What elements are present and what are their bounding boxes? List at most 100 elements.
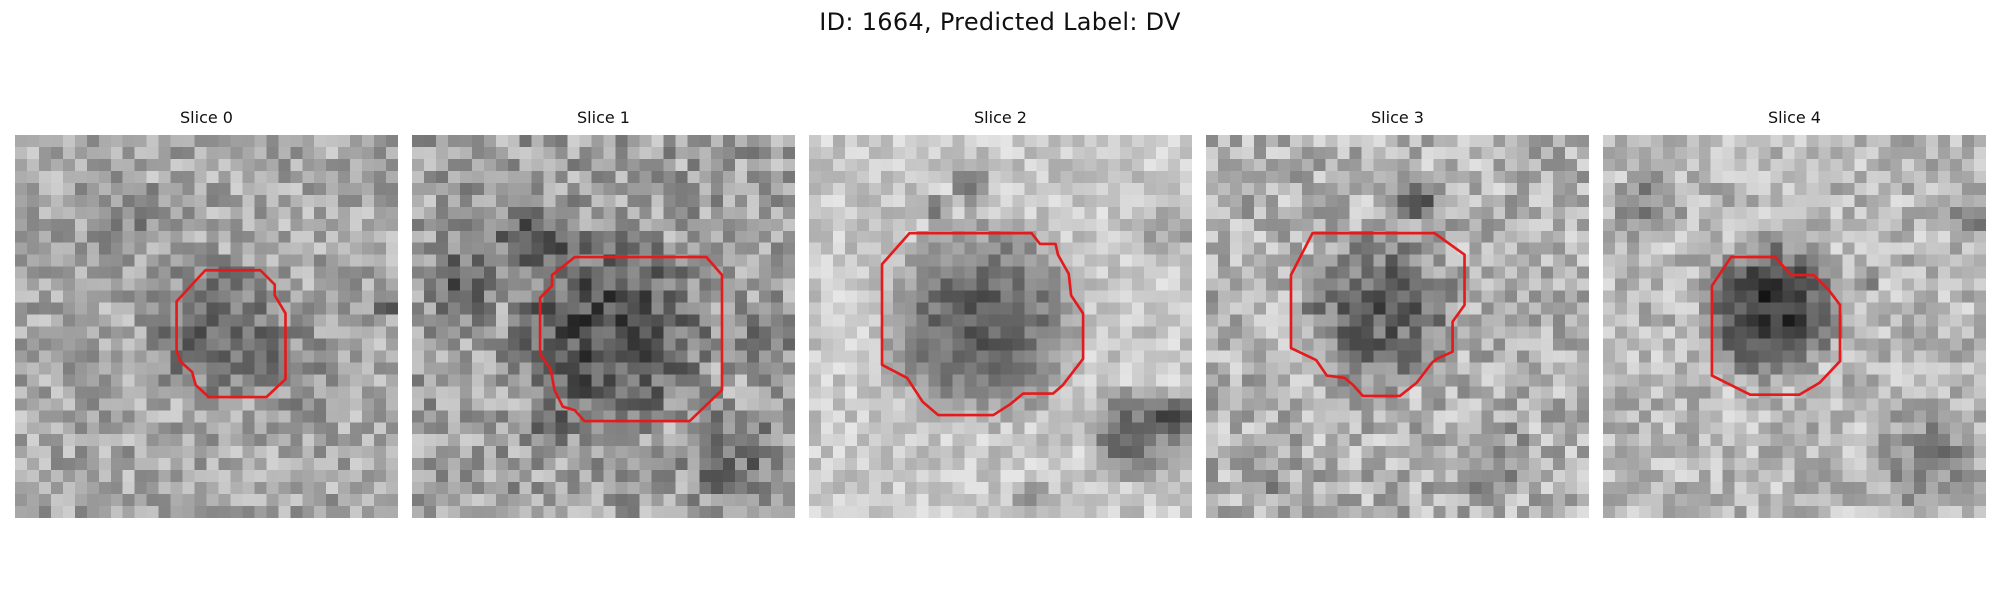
pixel [26, 218, 40, 231]
pixel [809, 254, 822, 267]
pixel [74, 302, 88, 315]
pixel [1710, 326, 1723, 339]
pixel [723, 158, 736, 172]
pixel [1457, 422, 1470, 435]
pixel [916, 338, 929, 351]
pixel [146, 482, 159, 495]
pixel [1686, 434, 1699, 447]
pixel [122, 494, 135, 507]
pixel [880, 422, 894, 435]
pixel [1108, 446, 1121, 459]
pixel [314, 374, 327, 387]
pixel [940, 135, 953, 148]
pixel [1710, 422, 1723, 435]
pixel [1842, 362, 1855, 375]
pixel [1902, 135, 1915, 148]
pixel [868, 386, 882, 399]
pixel [350, 230, 363, 243]
pixel [98, 410, 111, 423]
pixel [1409, 410, 1422, 423]
pixel [1950, 158, 1963, 172]
pixel [1914, 290, 1927, 303]
pixel [543, 158, 556, 172]
pixel [687, 470, 700, 483]
pixel [1012, 302, 1025, 315]
pixel [809, 206, 822, 220]
pixel [158, 326, 171, 339]
pixel [1108, 326, 1121, 339]
pixel [1241, 446, 1255, 459]
pixel [122, 470, 135, 483]
pixel [723, 266, 736, 279]
pixel [1650, 458, 1664, 471]
pixel [302, 158, 315, 172]
pixel [1902, 170, 1915, 184]
pixel [350, 374, 363, 387]
pixel [1325, 446, 1338, 459]
pixel [735, 278, 748, 291]
pixel [326, 290, 339, 303]
pixel [386, 206, 398, 220]
pixel [1866, 326, 1879, 339]
pixel [182, 422, 195, 435]
slice-image-2 [809, 135, 1192, 518]
pixel [1349, 458, 1362, 471]
pixel [1662, 194, 1676, 208]
pixel [1890, 374, 1903, 387]
pixel [1024, 170, 1037, 184]
pixel [266, 135, 279, 148]
pixel [1662, 266, 1676, 279]
pixel [964, 362, 977, 375]
pixel [1662, 386, 1676, 399]
pixel [856, 446, 870, 459]
pixel [423, 398, 437, 411]
pixel [1421, 170, 1434, 184]
pixel [723, 242, 736, 255]
pixel [1265, 170, 1279, 184]
pixel [519, 230, 532, 243]
pixel [868, 135, 882, 148]
pixel [1313, 494, 1326, 507]
pixel [591, 314, 604, 327]
pixel [1397, 434, 1410, 447]
pixel [1565, 278, 1578, 291]
pixel [206, 398, 219, 411]
pixel [374, 135, 387, 148]
pixel [1385, 338, 1398, 351]
pixel [1206, 482, 1219, 495]
pixel [1096, 494, 1109, 507]
pixel [519, 254, 532, 267]
pixel [1229, 374, 1243, 387]
pixel [1277, 398, 1291, 411]
pixel [1794, 170, 1807, 184]
pixel [386, 135, 398, 148]
pixel [567, 194, 580, 208]
pixel [326, 470, 339, 483]
pixel [771, 206, 784, 220]
pixel [880, 146, 894, 160]
pixel [1553, 146, 1566, 160]
pixel [928, 398, 941, 411]
pixel [1686, 362, 1699, 375]
pixel [230, 218, 243, 231]
pixel [892, 470, 905, 483]
pixel [495, 194, 508, 208]
pixel [15, 302, 28, 315]
pixel [964, 135, 977, 148]
pixel [723, 206, 736, 220]
pixel [1806, 434, 1819, 447]
pixel [1782, 278, 1795, 291]
pixel [1746, 446, 1759, 459]
pixel [1782, 374, 1795, 387]
pixel [868, 374, 882, 387]
pixel [122, 314, 135, 327]
pixel [1782, 338, 1795, 351]
pixel [1686, 314, 1699, 327]
pixel [1710, 338, 1723, 351]
pixel [122, 338, 135, 351]
pixel [1938, 422, 1951, 435]
pixel [1626, 206, 1640, 220]
pixel [62, 135, 76, 148]
pixel [1096, 506, 1109, 518]
pixel [1662, 254, 1676, 267]
